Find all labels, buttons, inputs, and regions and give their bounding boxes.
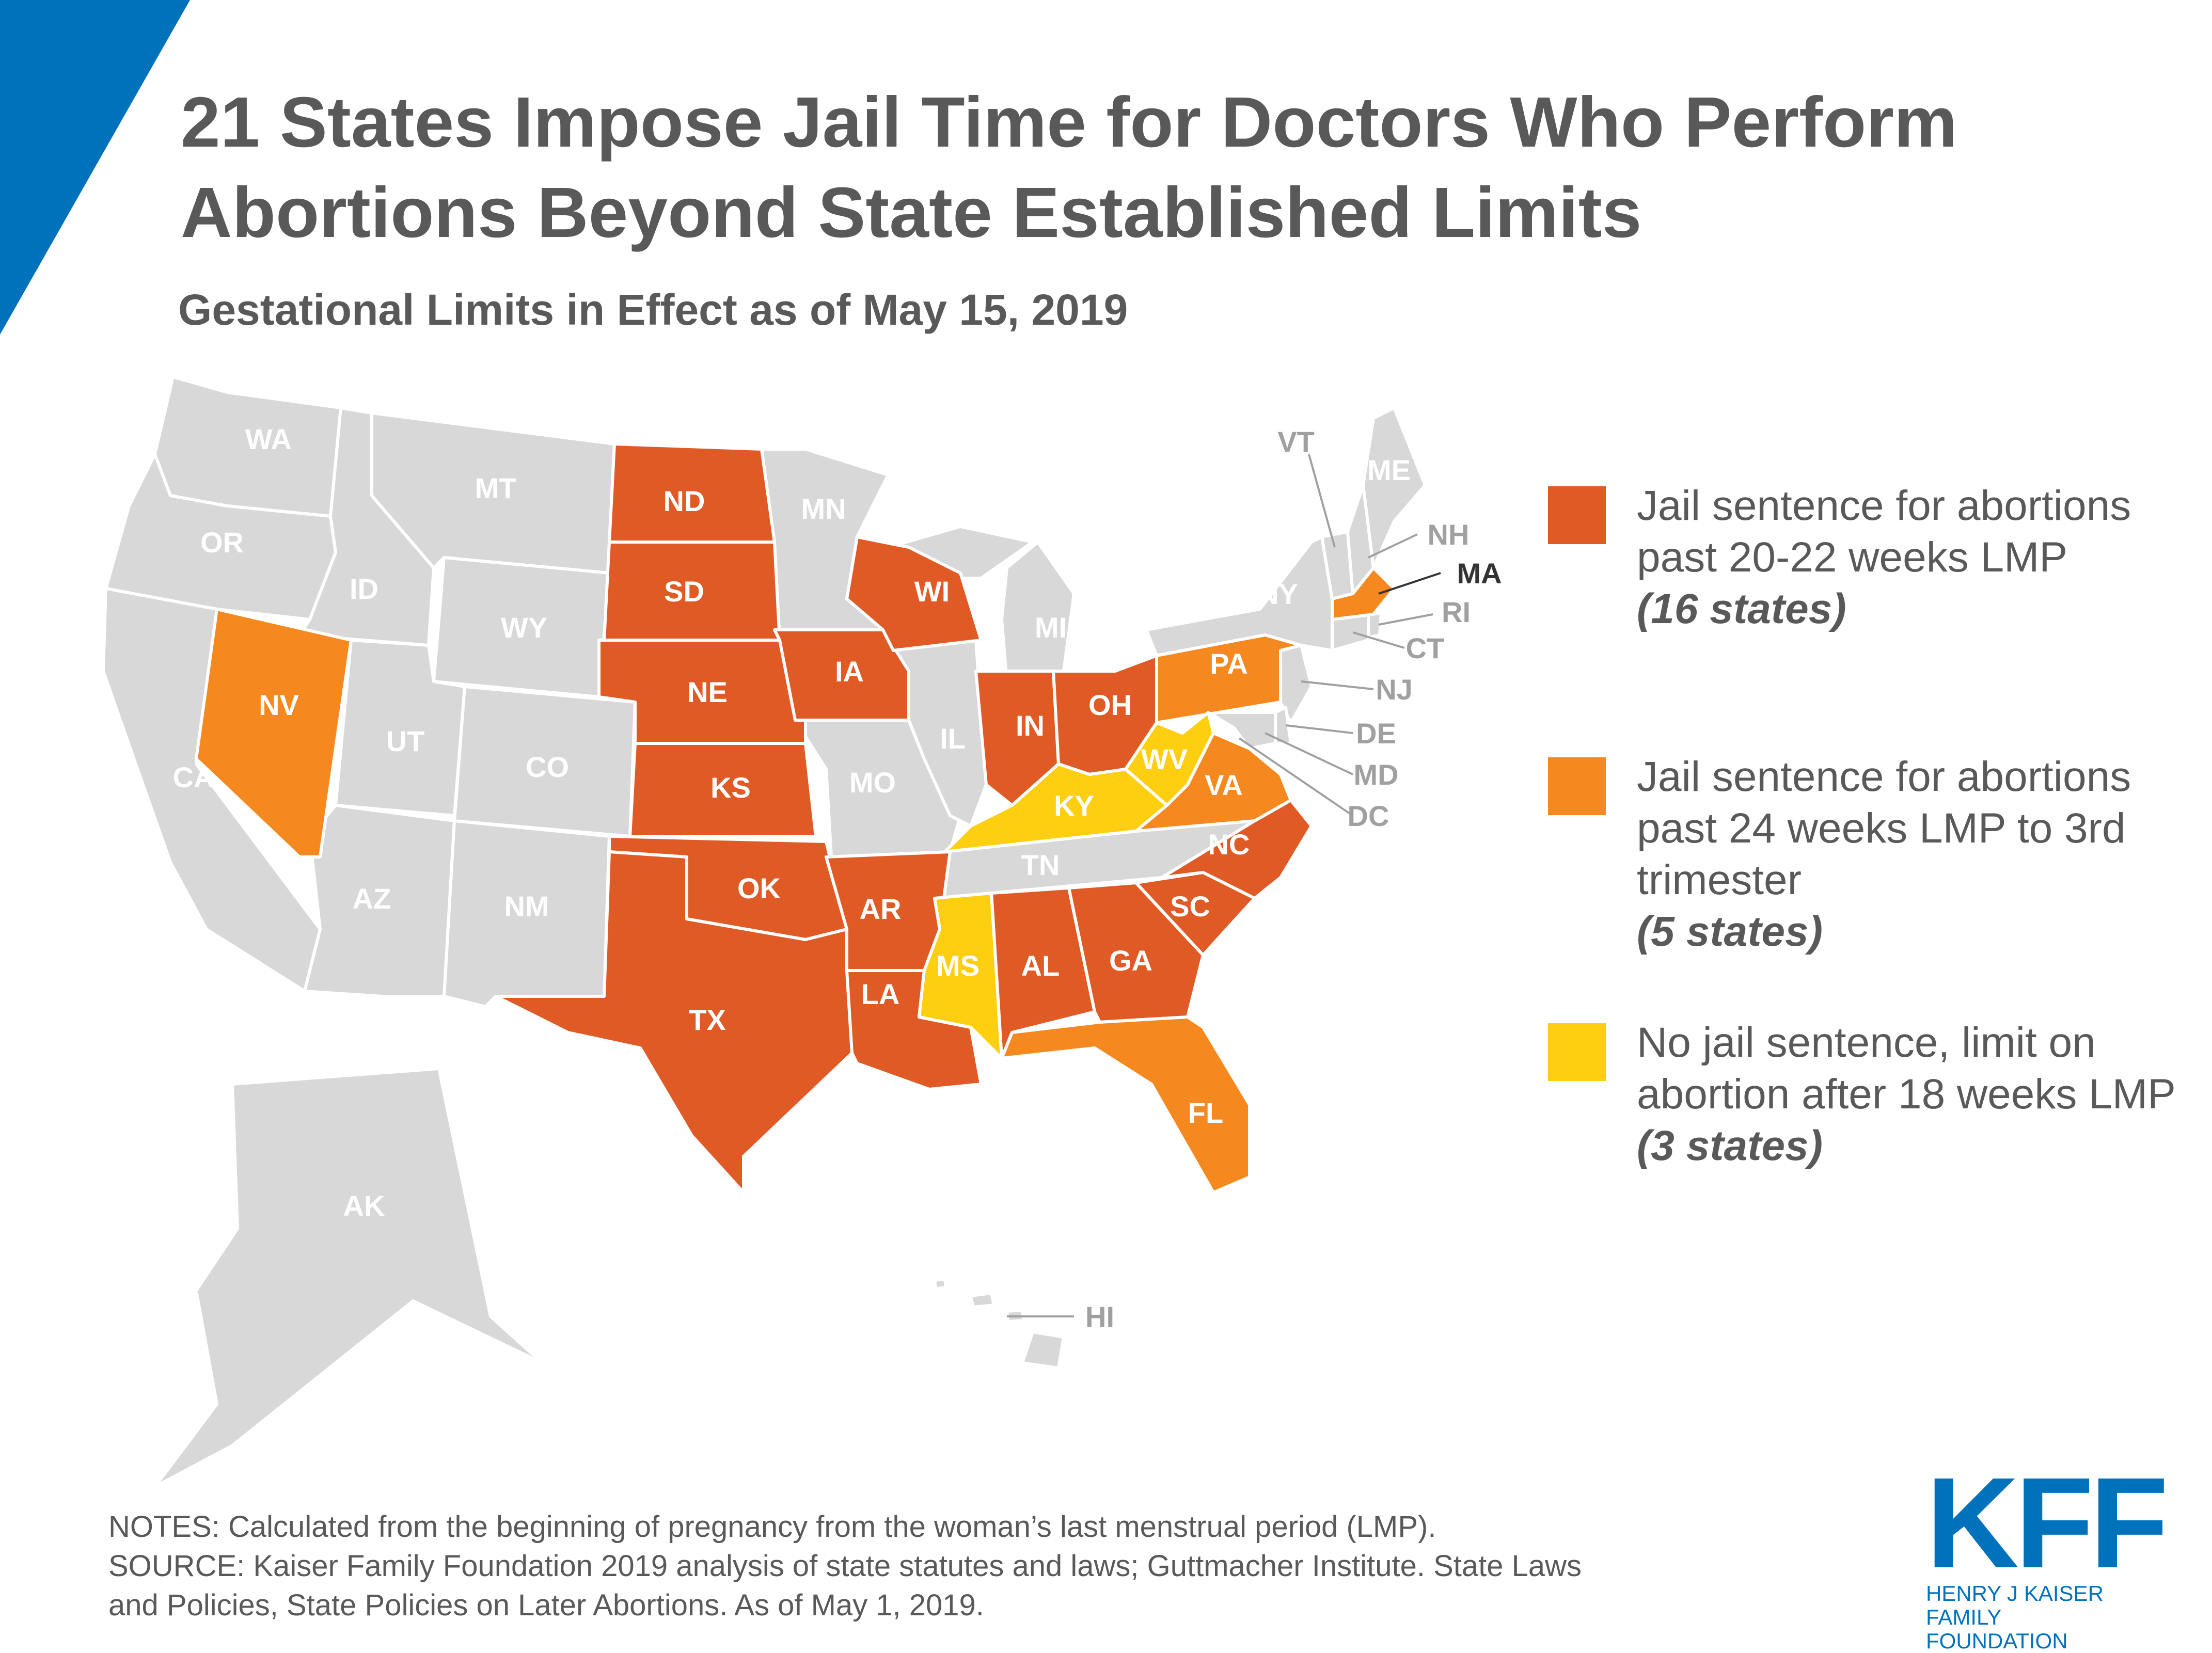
legend-swatch-light-orange [1548,757,1606,815]
notes-line: NOTES: Calculated from the beginning of … [108,1510,1436,1544]
legend-label: No jail sentence, limit on abortion afte… [1637,1019,2176,1118]
state-label-NY: NY [1258,578,1298,610]
legend-count: (5 states) [1637,908,1823,955]
source-line-continued: and Policies, State Policies on Later Ab… [108,1588,984,1622]
state-label-CA: CA [173,761,215,793]
state-label-MA: MA [1457,557,1502,590]
legend-label: Jail sentence for abortions past 24 week… [1637,753,2131,903]
state-shape-IL [892,639,988,828]
state-label-CO: CO [526,751,569,783]
state-shape-ME [1362,406,1427,569]
leader-RI [1378,613,1433,626]
leader-MD [1265,732,1353,775]
leader-NJ [1301,680,1374,690]
state-shape-KS [628,742,817,838]
legend-count: (3 states) [1637,1122,1823,1169]
state-label-AL: AL [1021,949,1060,982]
state-label-TX: TX [689,1004,726,1036]
state-shape-FL [1000,1015,1251,1194]
state-label-UT: UT [386,725,425,757]
state-label-WV: WV [1141,743,1188,775]
state-label-AZ: AZ [353,882,391,915]
state-label-MD: MD [1353,758,1398,791]
state-label-WY: WY [501,611,547,644]
state-label-DE: DE [1356,717,1396,750]
legend-swatch-yellow [1548,1023,1606,1081]
state-shape-KY [943,762,1168,853]
legend-label: Jail sentence for abortions past 20-22 w… [1637,482,2131,581]
state-label-OR: OR [200,526,244,559]
legend-count: (16 states) [1637,585,1846,632]
state-label-MT: MT [475,472,517,504]
state-label-WI: WI [914,575,950,608]
state-shape-NY [1145,535,1334,657]
state-shape-RI [1367,612,1383,639]
leader-VT [1308,454,1336,548]
leader-NH [1368,533,1418,559]
state-label-TN: TN [1021,849,1060,881]
state-label-OK: OK [737,872,781,904]
state-label-ME: ME [1367,454,1411,486]
state-label-NJ: NJ [1376,673,1413,706]
state-label-WA: WA [245,423,292,455]
state-label-KS: KS [710,771,751,804]
state-shape-NV [195,608,353,859]
state-shape-HI [933,1278,1065,1370]
state-label-VT: VT [1277,425,1315,458]
state-label-MI: MI [1035,611,1067,644]
state-label-IL: IL [940,722,966,755]
source-line: SOURCE: Kaiser Family Foundation 2019 an… [108,1549,1582,1583]
logo-mark: KFF [1926,1451,2169,1595]
leader-lines [1007,454,1441,1317]
state-shape-MS [918,892,1003,1060]
state-label-MN: MN [801,492,846,525]
state-label-SC: SC [1170,890,1210,923]
state-label-NV: NV [259,689,299,721]
state-label-VA: VA [1205,769,1243,801]
state-label-IN: IN [1016,709,1045,742]
state-label-NM: NM [504,890,549,923]
state-label-DC: DC [1348,800,1389,832]
state-label-NC: NC [1208,828,1250,861]
state-label-HI: HI [1085,1300,1114,1333]
leader-DC [1238,737,1354,817]
page-subtitle: Gestational Limits in Effect as of May 1… [178,285,1128,334]
state-label-KY: KY [1054,789,1094,822]
state-label-GA: GA [1109,944,1152,977]
leader-CT [1352,631,1405,649]
state-label-MO: MO [849,766,896,799]
corner-accent-triangle [0,0,190,335]
leader-MA [1378,572,1441,595]
state-label-LA: LA [861,978,900,1010]
notes-and-source: NOTES: Calculated from the beginning of … [108,1507,1864,1625]
state-shape-TX [494,850,854,1194]
state-label-ND: ND [663,485,705,517]
logo-line-1: HENRY J KAISER [1926,1581,2104,1606]
state-shape-AK [153,1067,544,1488]
state-label-AR: AR [860,893,902,925]
state-label-PA: PA [1210,647,1248,680]
state-label-RI: RI [1442,596,1471,628]
state-label-NH: NH [1428,518,1470,551]
page-title: 21 States Impose Jail Time for Doctors W… [181,83,1957,252]
state-shape-WI [845,535,983,652]
logo-line-2: FAMILY FOUNDATION [1926,1605,2068,1653]
state-label-CT: CT [1406,632,1445,664]
state-shape-MD [1207,711,1277,750]
state-label-MS: MS [936,949,979,982]
state-label-OH: OH [1088,689,1132,721]
leader-DE [1285,724,1353,734]
state-label-IA: IA [835,655,864,688]
kff-logo: KFF HENRY J KAISER FAMILY FOUNDATION [1926,1451,2169,1653]
state-label-ID: ID [350,573,378,605]
legend-swatch-dark-orange [1548,486,1606,544]
state-label-NE: NE [687,676,728,708]
state-label-AK: AK [343,1189,385,1222]
state-shape-WV [1124,711,1215,807]
state-label-SD: SD [664,575,704,608]
state-labels: WA OR CA NV ID MT WY UT CO AZ NM ND SD N… [173,423,1502,1333]
state-label-FL: FL [1188,1096,1223,1129]
